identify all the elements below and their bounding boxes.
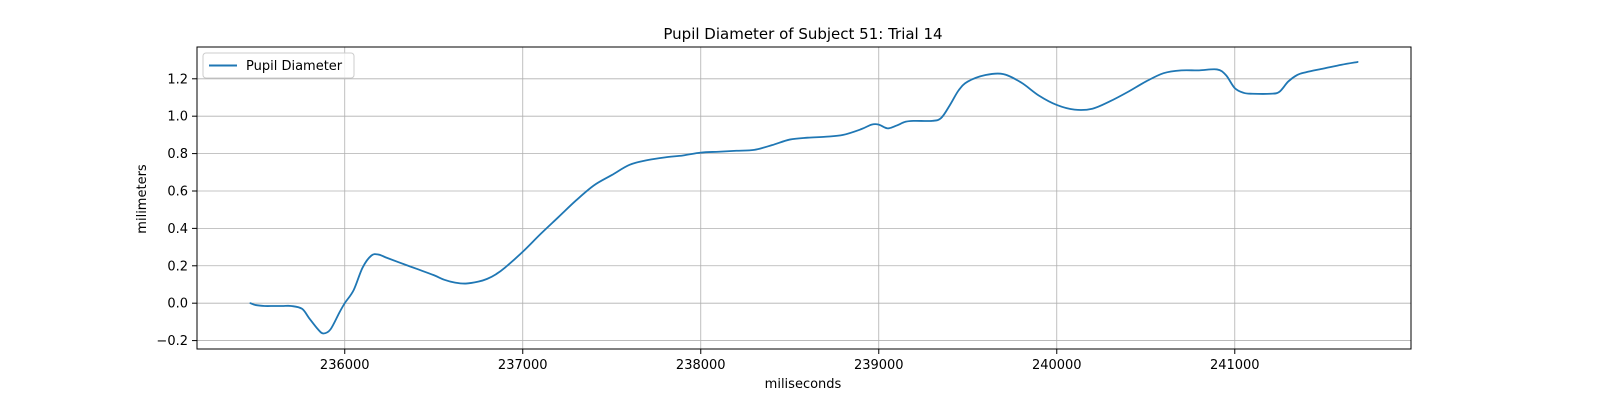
y-axis-ticks: −0.2 0.0 0.2 0.4 0.6 0.8 1.0 1.2 bbox=[156, 72, 197, 349]
y-tick-label: 0.0 bbox=[167, 297, 188, 312]
x-tick-label: 240000 bbox=[1032, 358, 1082, 373]
y-tick-label: 1.0 bbox=[167, 110, 188, 125]
y-tick-label: 0.6 bbox=[167, 184, 188, 199]
legend: Pupil Diameter bbox=[202, 52, 355, 79]
x-tick-label: 236000 bbox=[320, 358, 370, 373]
x-axis-ticks: 236000 237000 238000 239000 240000 241000 bbox=[320, 349, 1260, 373]
x-tick-label: 239000 bbox=[854, 358, 904, 373]
plot-area-frame bbox=[196, 46, 1412, 350]
x-tick-label: 241000 bbox=[1210, 358, 1260, 373]
legend-label: Pupil Diameter bbox=[246, 59, 343, 74]
y-tick-label: 0.8 bbox=[167, 147, 188, 162]
y-axis-label: milimeters bbox=[135, 164, 150, 234]
x-axis-label: miliseconds bbox=[765, 377, 842, 392]
grid bbox=[197, 47, 1411, 349]
y-tick-label: −0.2 bbox=[156, 334, 188, 349]
y-tick-label: 1.2 bbox=[167, 72, 188, 87]
x-tick-label: 237000 bbox=[498, 358, 548, 373]
series-layer bbox=[249, 61, 1359, 335]
y-tick-label: 0.2 bbox=[167, 259, 188, 274]
x-tick-label: 238000 bbox=[676, 358, 726, 373]
y-tick-label: 0.4 bbox=[167, 222, 188, 237]
legend-box bbox=[202, 52, 355, 79]
chart-title: Pupil Diameter of Subject 51: Trial 14 bbox=[663, 25, 942, 43]
series-line-pupil-diameter bbox=[249, 61, 1359, 335]
